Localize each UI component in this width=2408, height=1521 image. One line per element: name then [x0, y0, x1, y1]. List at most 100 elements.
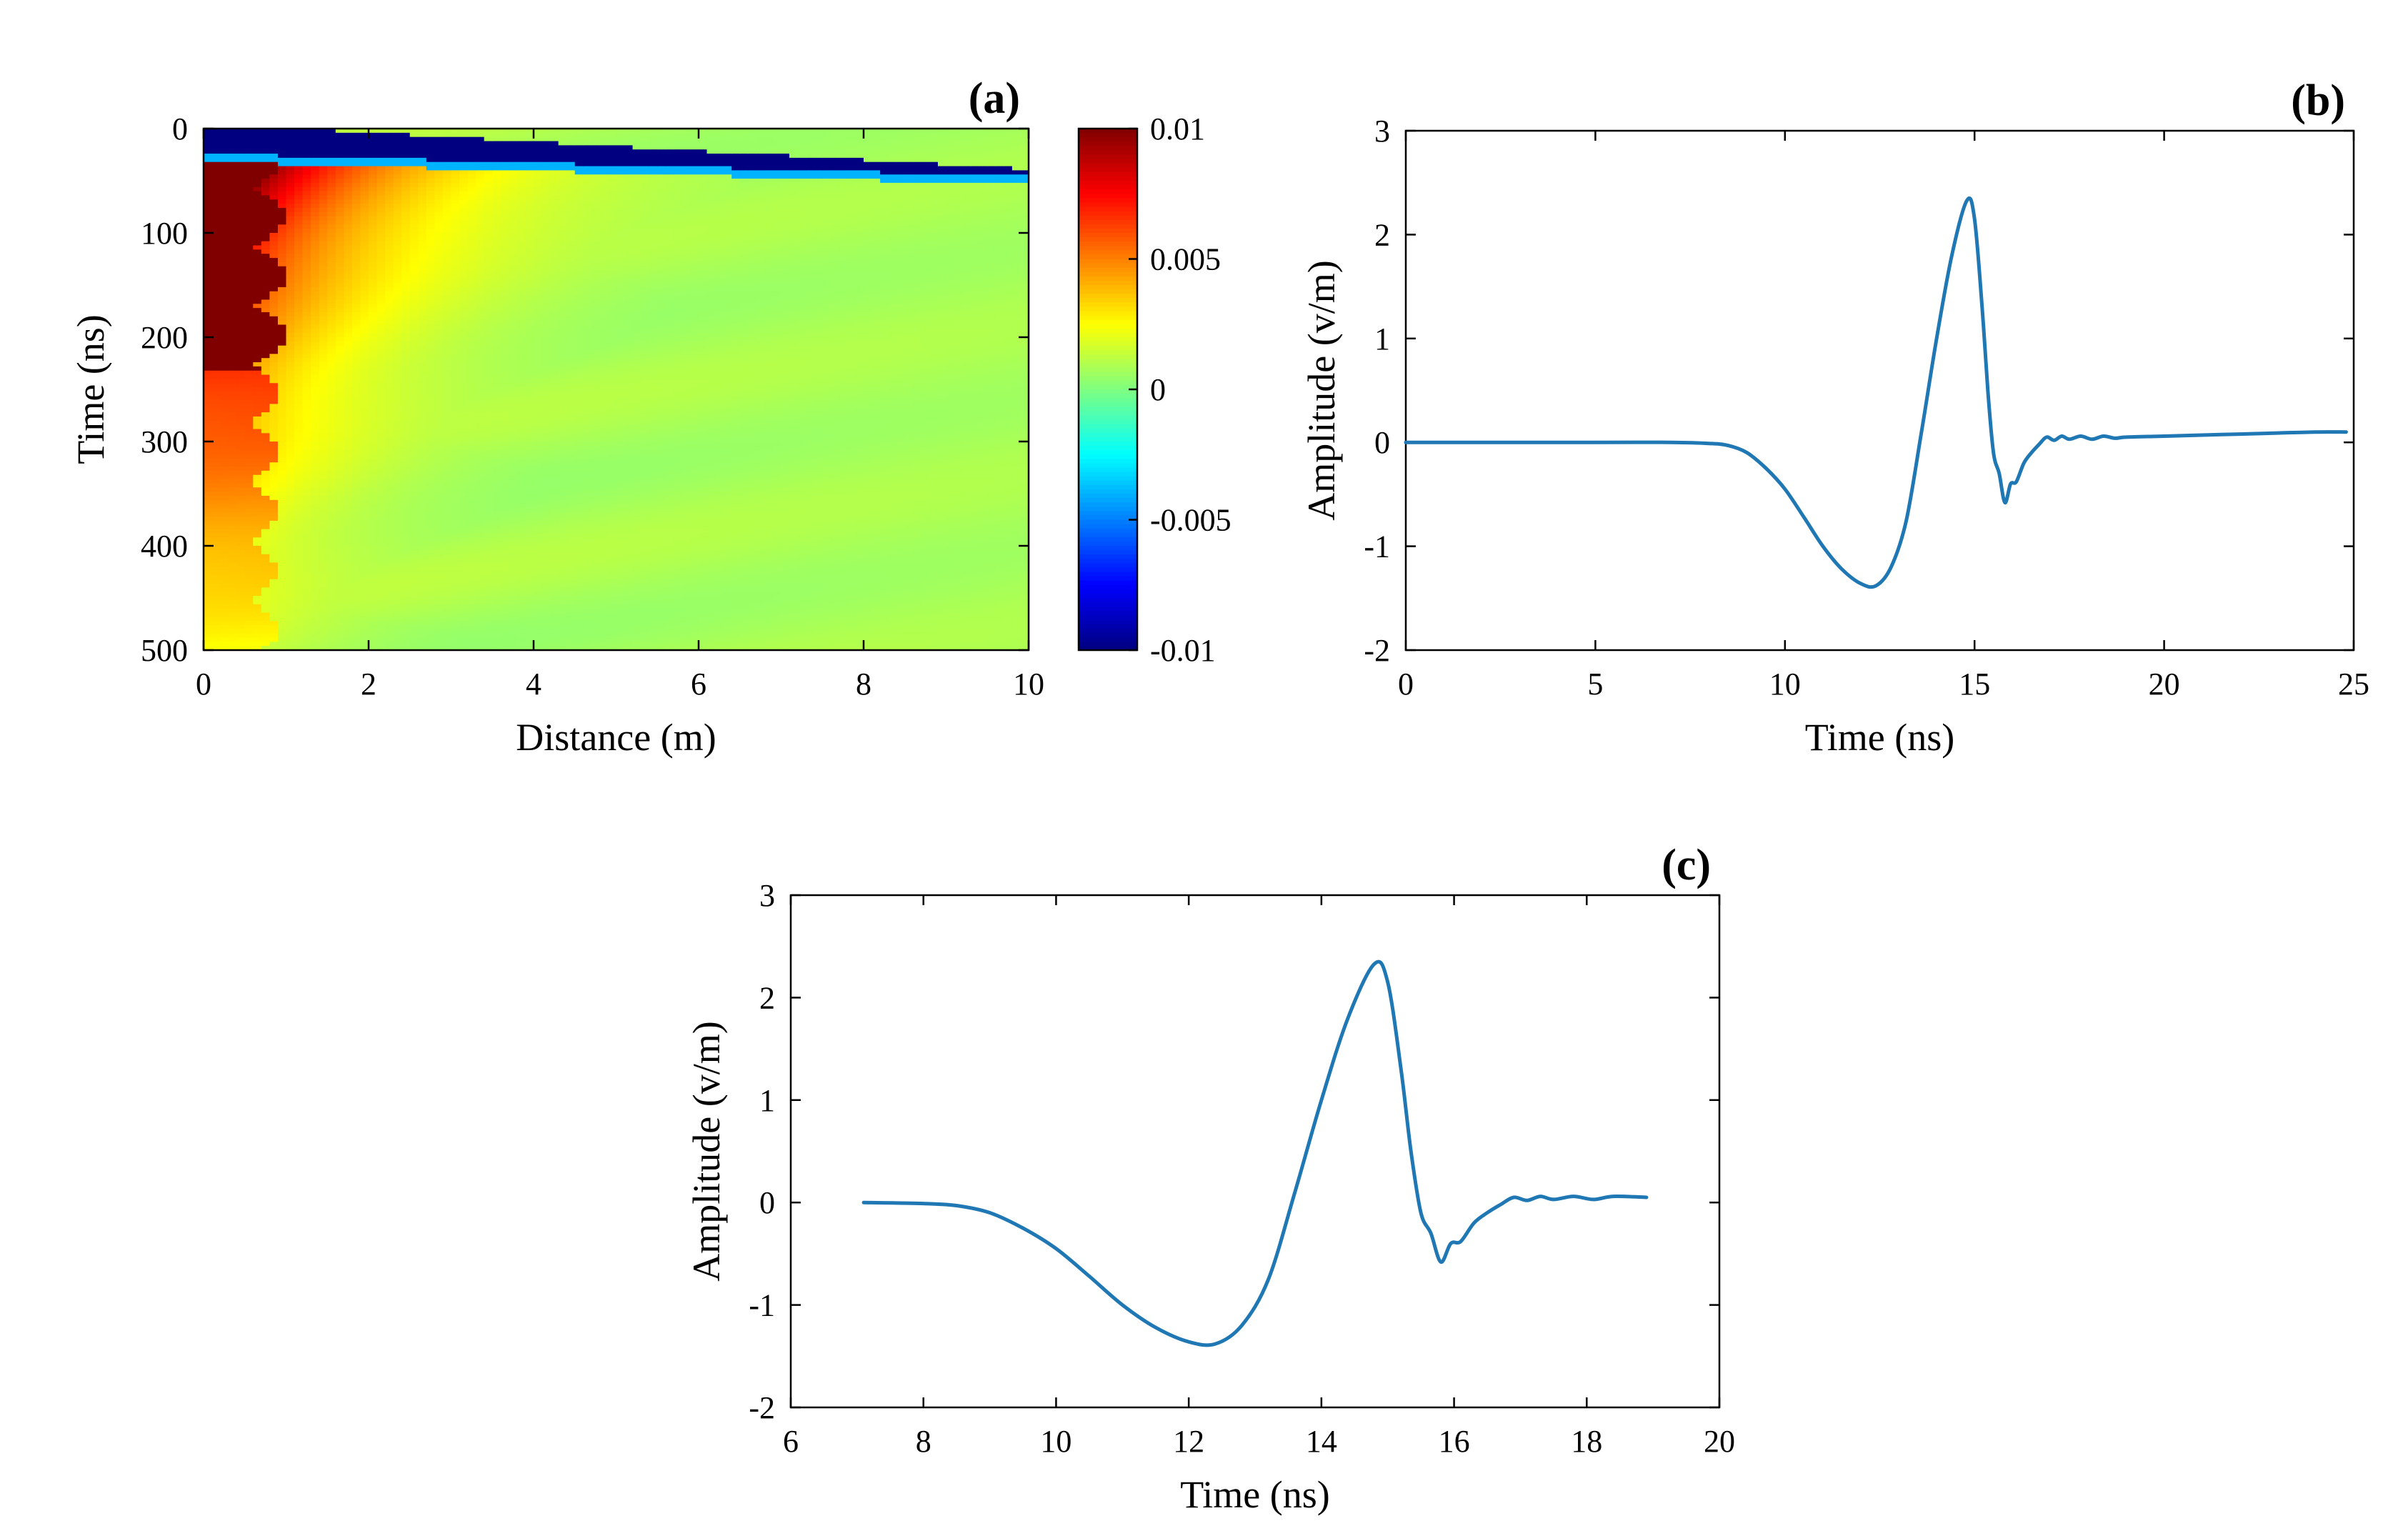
heatmap-cell: [451, 286, 460, 292]
heatmap-cell: [467, 270, 476, 275]
heatmap-cell: [434, 132, 444, 138]
heatmap-cell: [376, 467, 386, 472]
heatmap-cell: [484, 416, 493, 422]
heatmap-cell: [302, 274, 311, 279]
heatmap-cell: [294, 391, 304, 397]
heatmap-cell: [261, 258, 270, 263]
heatmap-cell: [344, 470, 353, 476]
heatmap-cell: [393, 337, 402, 342]
heatmap-cell: [451, 383, 460, 388]
heatmap-cell: [269, 470, 279, 476]
heatmap-cell: [220, 204, 229, 209]
heatmap-cell: [426, 424, 435, 430]
heatmap-cell: [459, 617, 469, 622]
heatmap-cell: [302, 508, 311, 513]
heatmap-cell: [294, 254, 304, 259]
heatmap-cell: [492, 571, 501, 576]
heatmap-cell: [476, 454, 485, 459]
heatmap-cell: [409, 274, 419, 279]
heatmap-cell: [451, 487, 460, 492]
heatmap-cell: [393, 504, 402, 509]
heatmap-cell: [277, 358, 287, 363]
heatmap-cell: [236, 587, 246, 592]
heatmap-cell: [509, 608, 518, 614]
heatmap-cell: [434, 174, 444, 179]
heatmap-cell: [244, 329, 254, 334]
heatmap-cell: [442, 241, 452, 246]
heatmap-cell: [393, 517, 402, 522]
heatmap-cell: [401, 487, 411, 492]
heatmap-cell: [269, 333, 279, 338]
heatmap-cell: [220, 416, 229, 422]
heatmap-cell: [467, 554, 476, 559]
heatmap-cell: [220, 161, 229, 167]
heatmap-cell: [253, 617, 262, 622]
heatmap-cell: [492, 216, 501, 221]
heatmap-cell: [369, 621, 378, 626]
heatmap-cell: [351, 646, 361, 651]
heatmap-cell: [360, 270, 369, 275]
heatmap-cell: [509, 387, 518, 392]
heatmap-cell: [442, 311, 452, 317]
heatmap-cell: [335, 546, 344, 551]
heatmap-cell: [253, 629, 262, 634]
heatmap-cell: [442, 429, 452, 434]
heatmap-cell: [434, 404, 444, 409]
heatmap-cell: [451, 558, 460, 563]
heatmap-cell: [253, 529, 262, 534]
heatmap-cell: [269, 579, 279, 584]
heatmap-cell: [376, 558, 386, 563]
heatmap-cell: [236, 604, 246, 609]
heatmap-cell: [401, 408, 411, 413]
heatmap-cell: [236, 520, 246, 526]
heatmap-cell: [211, 599, 221, 605]
heatmap-cell: [360, 207, 369, 213]
heatmap-cell: [228, 229, 237, 234]
heatmap-cell: [409, 604, 419, 609]
heatmap-cell: [525, 320, 534, 326]
heatmap-cell: [418, 311, 427, 317]
heatmap-cell: [459, 504, 469, 509]
heatmap-cell: [484, 558, 493, 563]
heatmap-cell: [277, 583, 287, 588]
heatmap-cell: [220, 487, 229, 492]
heatmap-cell: [476, 542, 485, 547]
heatmap-cell: [261, 195, 270, 200]
heatmap-cell: [335, 508, 344, 513]
heatmap-cell: [509, 245, 518, 250]
heatmap-cell: [451, 549, 460, 555]
heatmap-cell: [467, 370, 476, 376]
heatmap-cell: [277, 241, 287, 246]
heatmap-cell: [492, 370, 501, 376]
heatmap-cell: [467, 571, 476, 576]
heatmap-cell: [484, 549, 493, 555]
heatmap-cell: [302, 383, 311, 388]
heatmap-cell: [327, 567, 336, 572]
heatmap-cell: [261, 136, 270, 142]
heatmap-cell: [385, 136, 394, 142]
heatmap-cell: [409, 316, 419, 321]
heatmap-cell: [294, 387, 304, 392]
heatmap-cell: [311, 592, 320, 597]
heatmap-cell: [228, 129, 237, 134]
heatmap-cell: [401, 320, 411, 326]
heatmap-cell: [500, 624, 509, 630]
heatmap-cell: [286, 379, 295, 384]
heatmap-cell: [484, 470, 493, 476]
heatmap-cell: [459, 170, 469, 175]
heatmap-cell: [385, 512, 394, 517]
heatmap-cell: [484, 621, 493, 626]
heatmap-cell: [319, 617, 328, 622]
heatmap-cell: [516, 542, 526, 547]
heatmap-cell: [204, 366, 213, 371]
heatmap-cell: [525, 295, 534, 301]
heatmap-cell: [369, 204, 378, 209]
heatmap-cell: [351, 308, 361, 313]
heatmap-cell: [385, 621, 394, 626]
heatmap-cell: [335, 141, 344, 146]
heatmap-cell: [376, 608, 386, 614]
heatmap-cell: [204, 583, 213, 588]
heatmap-cell: [228, 567, 237, 572]
heatmap-cell: [385, 424, 394, 430]
heatmap-cell: [385, 333, 394, 338]
